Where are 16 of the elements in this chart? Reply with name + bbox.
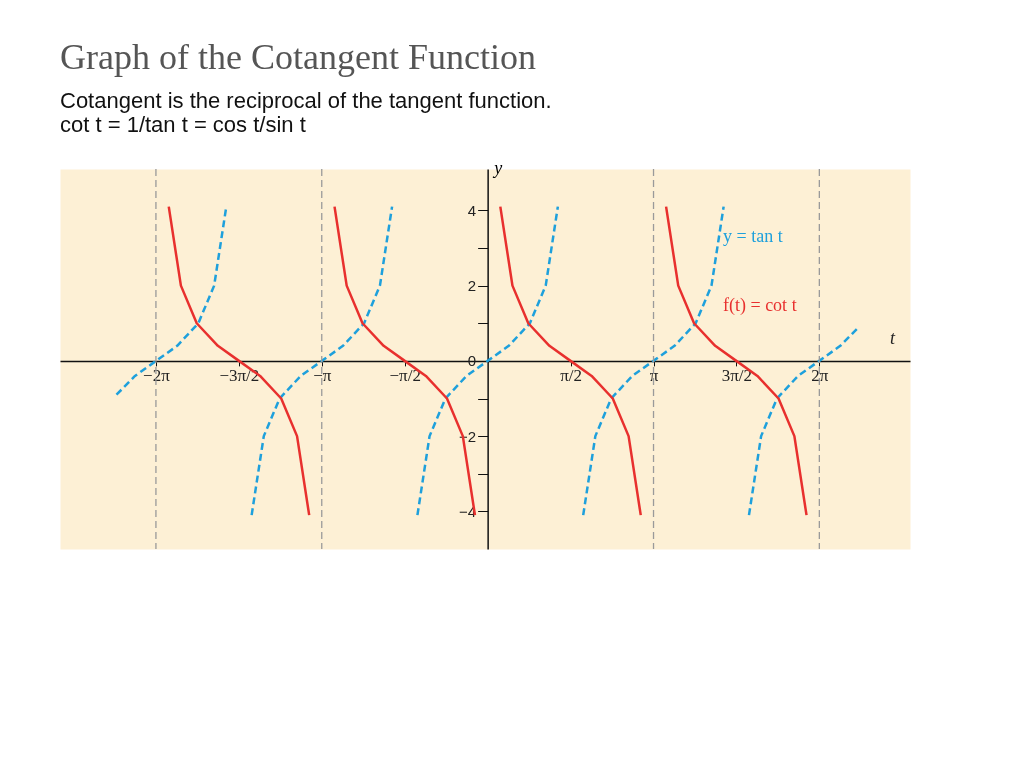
- chart-subtitle: Cotangent is the reciprocal of the tangent function.: [60, 88, 552, 113]
- x-tick-label: −π/2: [389, 366, 421, 386]
- chart-title: Graph of the Cotangent Function: [60, 37, 536, 77]
- x-tick-label: −2π: [143, 366, 171, 386]
- x-axis-title: t: [890, 327, 896, 348]
- series-label: f(t) = cot t: [723, 294, 797, 316]
- x-tick-label: 2π: [811, 366, 829, 386]
- y-tick-label: 2: [467, 277, 477, 295]
- series-label: y = tan t: [723, 226, 783, 247]
- y-axis-title: y: [492, 157, 503, 178]
- x-tick-label: −π: [313, 366, 332, 386]
- x-tick-label: 3π/2: [721, 366, 753, 386]
- x-tick-label: π: [649, 366, 659, 386]
- text: cot t = 1/tan t = cos t/sin t: [60, 112, 306, 137]
- x-tick-label: π/2: [560, 366, 582, 386]
- y-tick-label: 4: [467, 201, 477, 219]
